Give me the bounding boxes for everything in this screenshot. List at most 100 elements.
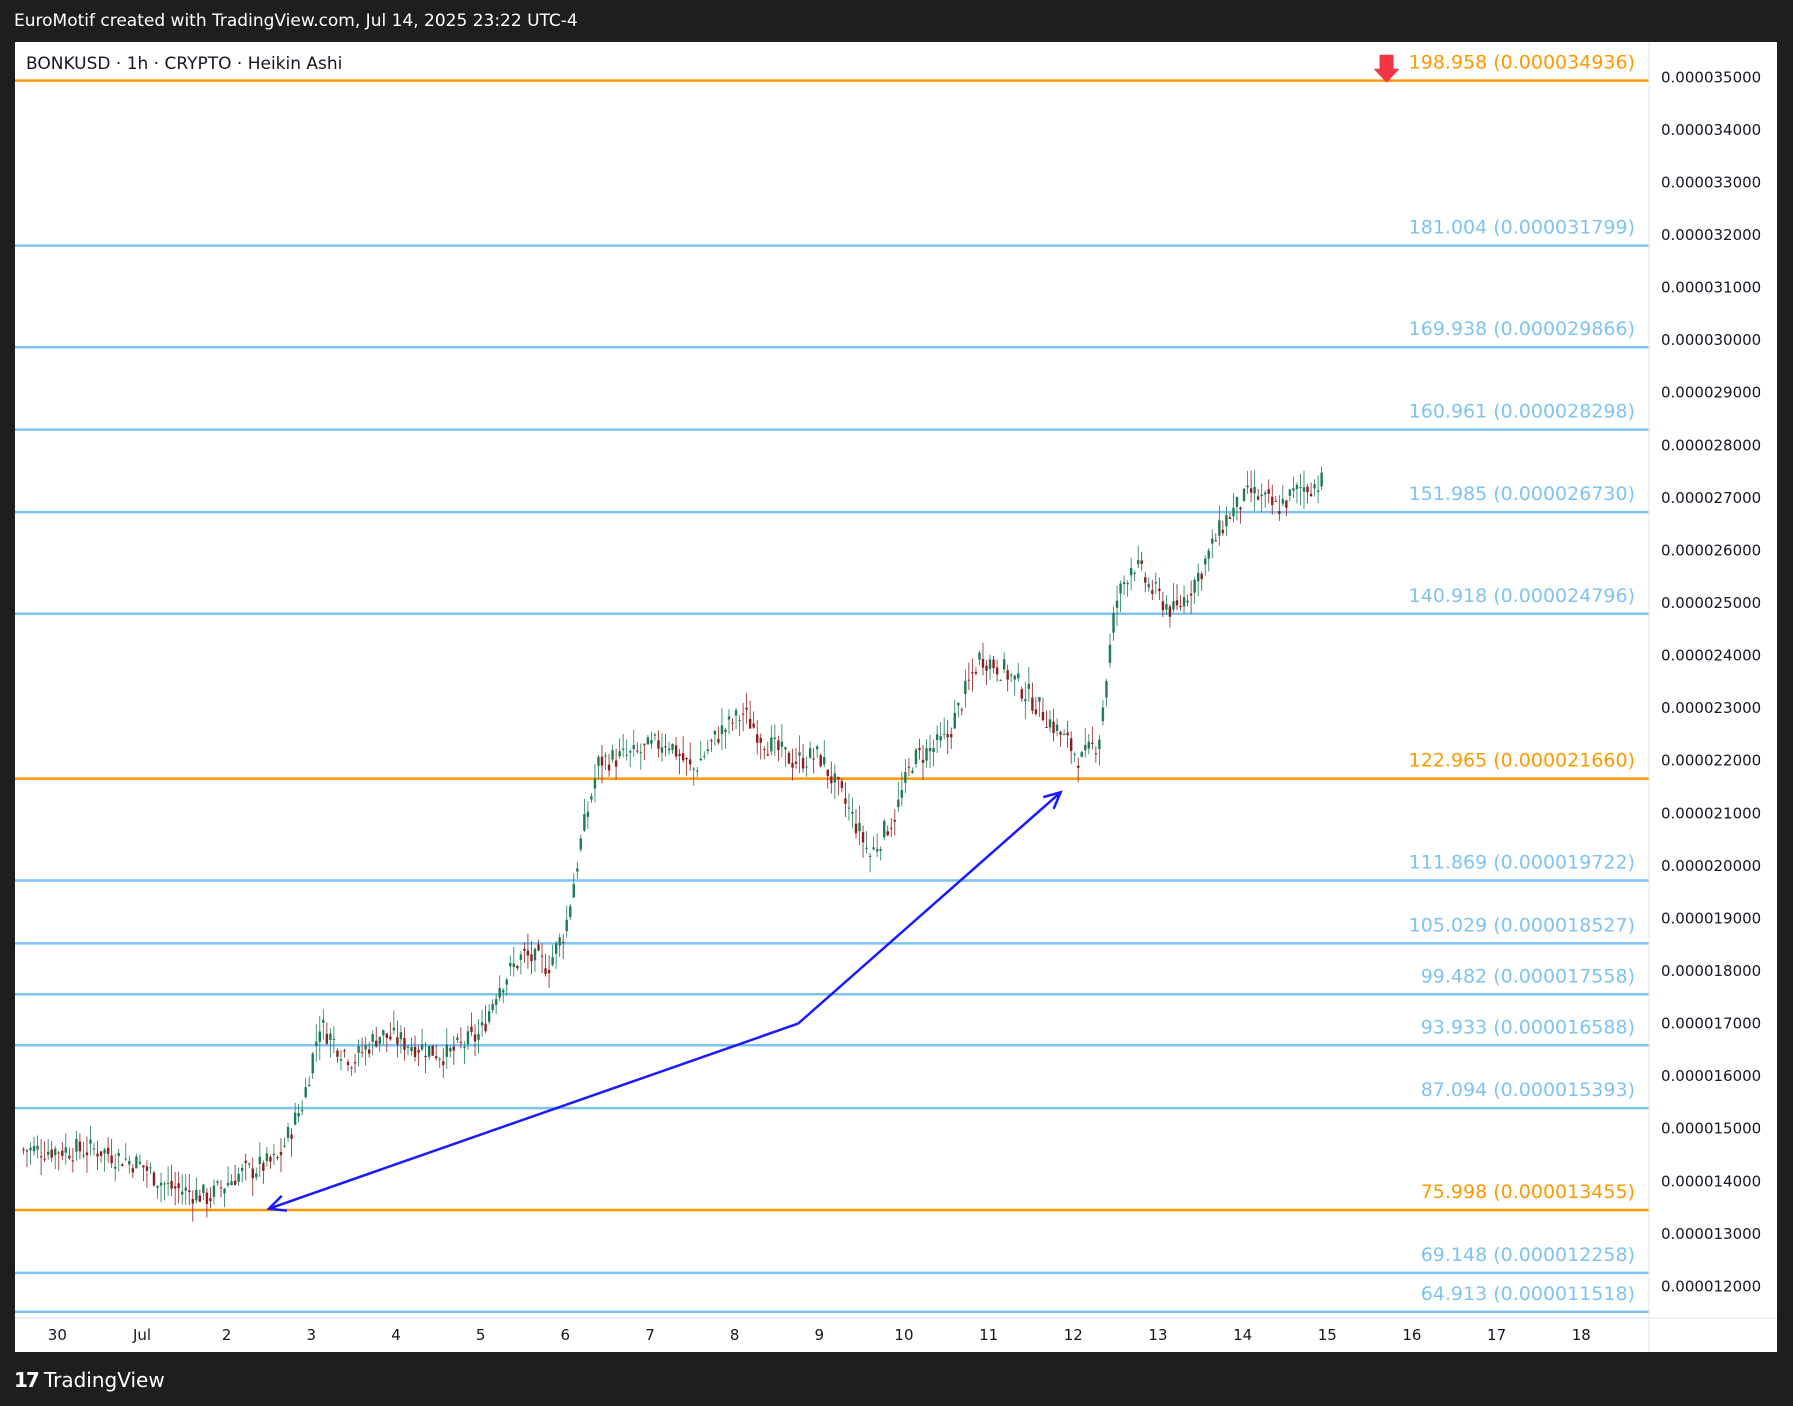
candle-body (766, 754, 769, 756)
candle-body (865, 847, 868, 849)
candle-body (1034, 709, 1038, 714)
candle-body (290, 1134, 293, 1139)
candle-body (502, 989, 505, 993)
candle-body (431, 1045, 434, 1056)
candle-body (1267, 489, 1270, 494)
candle-body (1048, 719, 1052, 728)
candle-body (890, 827, 893, 829)
candle-body (607, 764, 611, 771)
candle-body (974, 671, 978, 674)
candle-body (561, 941, 565, 943)
candle-body (1232, 507, 1235, 517)
candle-body (1211, 538, 1214, 544)
time-axis[interactable]: 30 Jul 2 3 4 5 6 7 8 9 10 11 12 13 14 15 16 17 18 (48, 1326, 1591, 1344)
candle-body (152, 1172, 156, 1186)
candle-body (106, 1147, 110, 1154)
candle-body (470, 1026, 473, 1033)
candle-body (1002, 659, 1006, 670)
price-tick-label: 0.000021000 (1661, 804, 1761, 822)
candle-body (110, 1155, 113, 1164)
candle-body (981, 658, 985, 668)
candle-body (904, 772, 907, 783)
candle-body (636, 750, 639, 752)
candle-body (851, 811, 854, 814)
candle-body (1292, 488, 1295, 491)
candle-body (833, 773, 837, 783)
candle-body (1285, 500, 1288, 508)
candle-body (533, 948, 537, 961)
candle-body (1228, 517, 1232, 520)
candle-body (1302, 487, 1306, 492)
price-tick-label: 0.000012000 (1661, 1277, 1761, 1295)
candle-body (611, 750, 614, 760)
candle-body (149, 1167, 152, 1169)
candle-body (181, 1191, 184, 1195)
candle-body (950, 734, 953, 738)
trend-arrow[interactable] (268, 1022, 799, 1210)
candle-body (170, 1180, 173, 1189)
candle-body (703, 755, 706, 757)
candle-body (1242, 488, 1246, 501)
price-axis[interactable]: 0.000035000 0.000034000 0.000033000 0.00003… (1661, 68, 1761, 1295)
candle-body (770, 737, 773, 752)
candle-body (964, 680, 967, 695)
candle-body (1020, 689, 1023, 699)
price-chart[interactable]: 198.958 (0.000034936) 181.004 (0.00003179… (15, 42, 1777, 1352)
candles-layer (22, 466, 1323, 1222)
candle-body (336, 1050, 339, 1057)
chart-frame[interactable]: 198.958 (0.000034936) 181.004 (0.00003179… (15, 42, 1777, 1352)
candle-body (1182, 597, 1186, 607)
price-tick-label: 0.000020000 (1661, 857, 1761, 875)
candle-body (847, 807, 851, 809)
candle-body (1041, 712, 1045, 721)
candle-body (29, 1147, 32, 1151)
candle-body (68, 1155, 71, 1159)
candle-body (756, 734, 759, 743)
candle-body (988, 659, 992, 670)
candle-body (57, 1152, 60, 1154)
candle-body (597, 756, 600, 766)
candle-body (801, 757, 805, 769)
candle-body (1179, 605, 1182, 608)
candle-body (643, 743, 646, 745)
candle-body (621, 748, 625, 750)
candle-body (1165, 604, 1168, 610)
candle-body (558, 937, 561, 946)
level-label: 75.998 (0.000013455) (1421, 1181, 1635, 1203)
price-tick-label: 0.000029000 (1661, 384, 1761, 402)
tradingview-logo[interactable]: 17 TradingView (14, 1368, 165, 1392)
candle-body (1221, 529, 1225, 534)
candle-body (1129, 567, 1133, 576)
candle-body (124, 1158, 127, 1160)
candle-body (456, 1037, 459, 1040)
candle-body (879, 849, 882, 851)
candle-body (516, 966, 519, 969)
candle-body (784, 747, 787, 750)
candle-body (99, 1151, 103, 1156)
candle-body (198, 1195, 202, 1202)
candle-body (434, 1056, 438, 1059)
candle-body (875, 849, 879, 852)
candle-body (276, 1156, 279, 1158)
candle-body (32, 1146, 36, 1152)
candle-body (191, 1199, 194, 1204)
candle-body (1214, 540, 1218, 542)
candle-body (487, 1011, 491, 1022)
candle-body (92, 1148, 96, 1150)
candle-body (173, 1186, 177, 1189)
candle-body (625, 754, 628, 756)
candle-body (46, 1151, 50, 1155)
candle-body (1126, 583, 1129, 585)
candle-body (957, 702, 960, 706)
down-arrow-marker-icon[interactable] (1373, 54, 1400, 83)
candle-body (995, 667, 999, 675)
candle-body (466, 1031, 470, 1045)
arrow-head (266, 1195, 288, 1212)
candle-body (410, 1047, 413, 1052)
candle-body (777, 740, 780, 751)
candle-body (942, 733, 946, 735)
candle-body (96, 1153, 99, 1157)
candle-body (819, 755, 822, 767)
trend-arrow[interactable] (797, 791, 1062, 1025)
candle-body (883, 820, 886, 838)
